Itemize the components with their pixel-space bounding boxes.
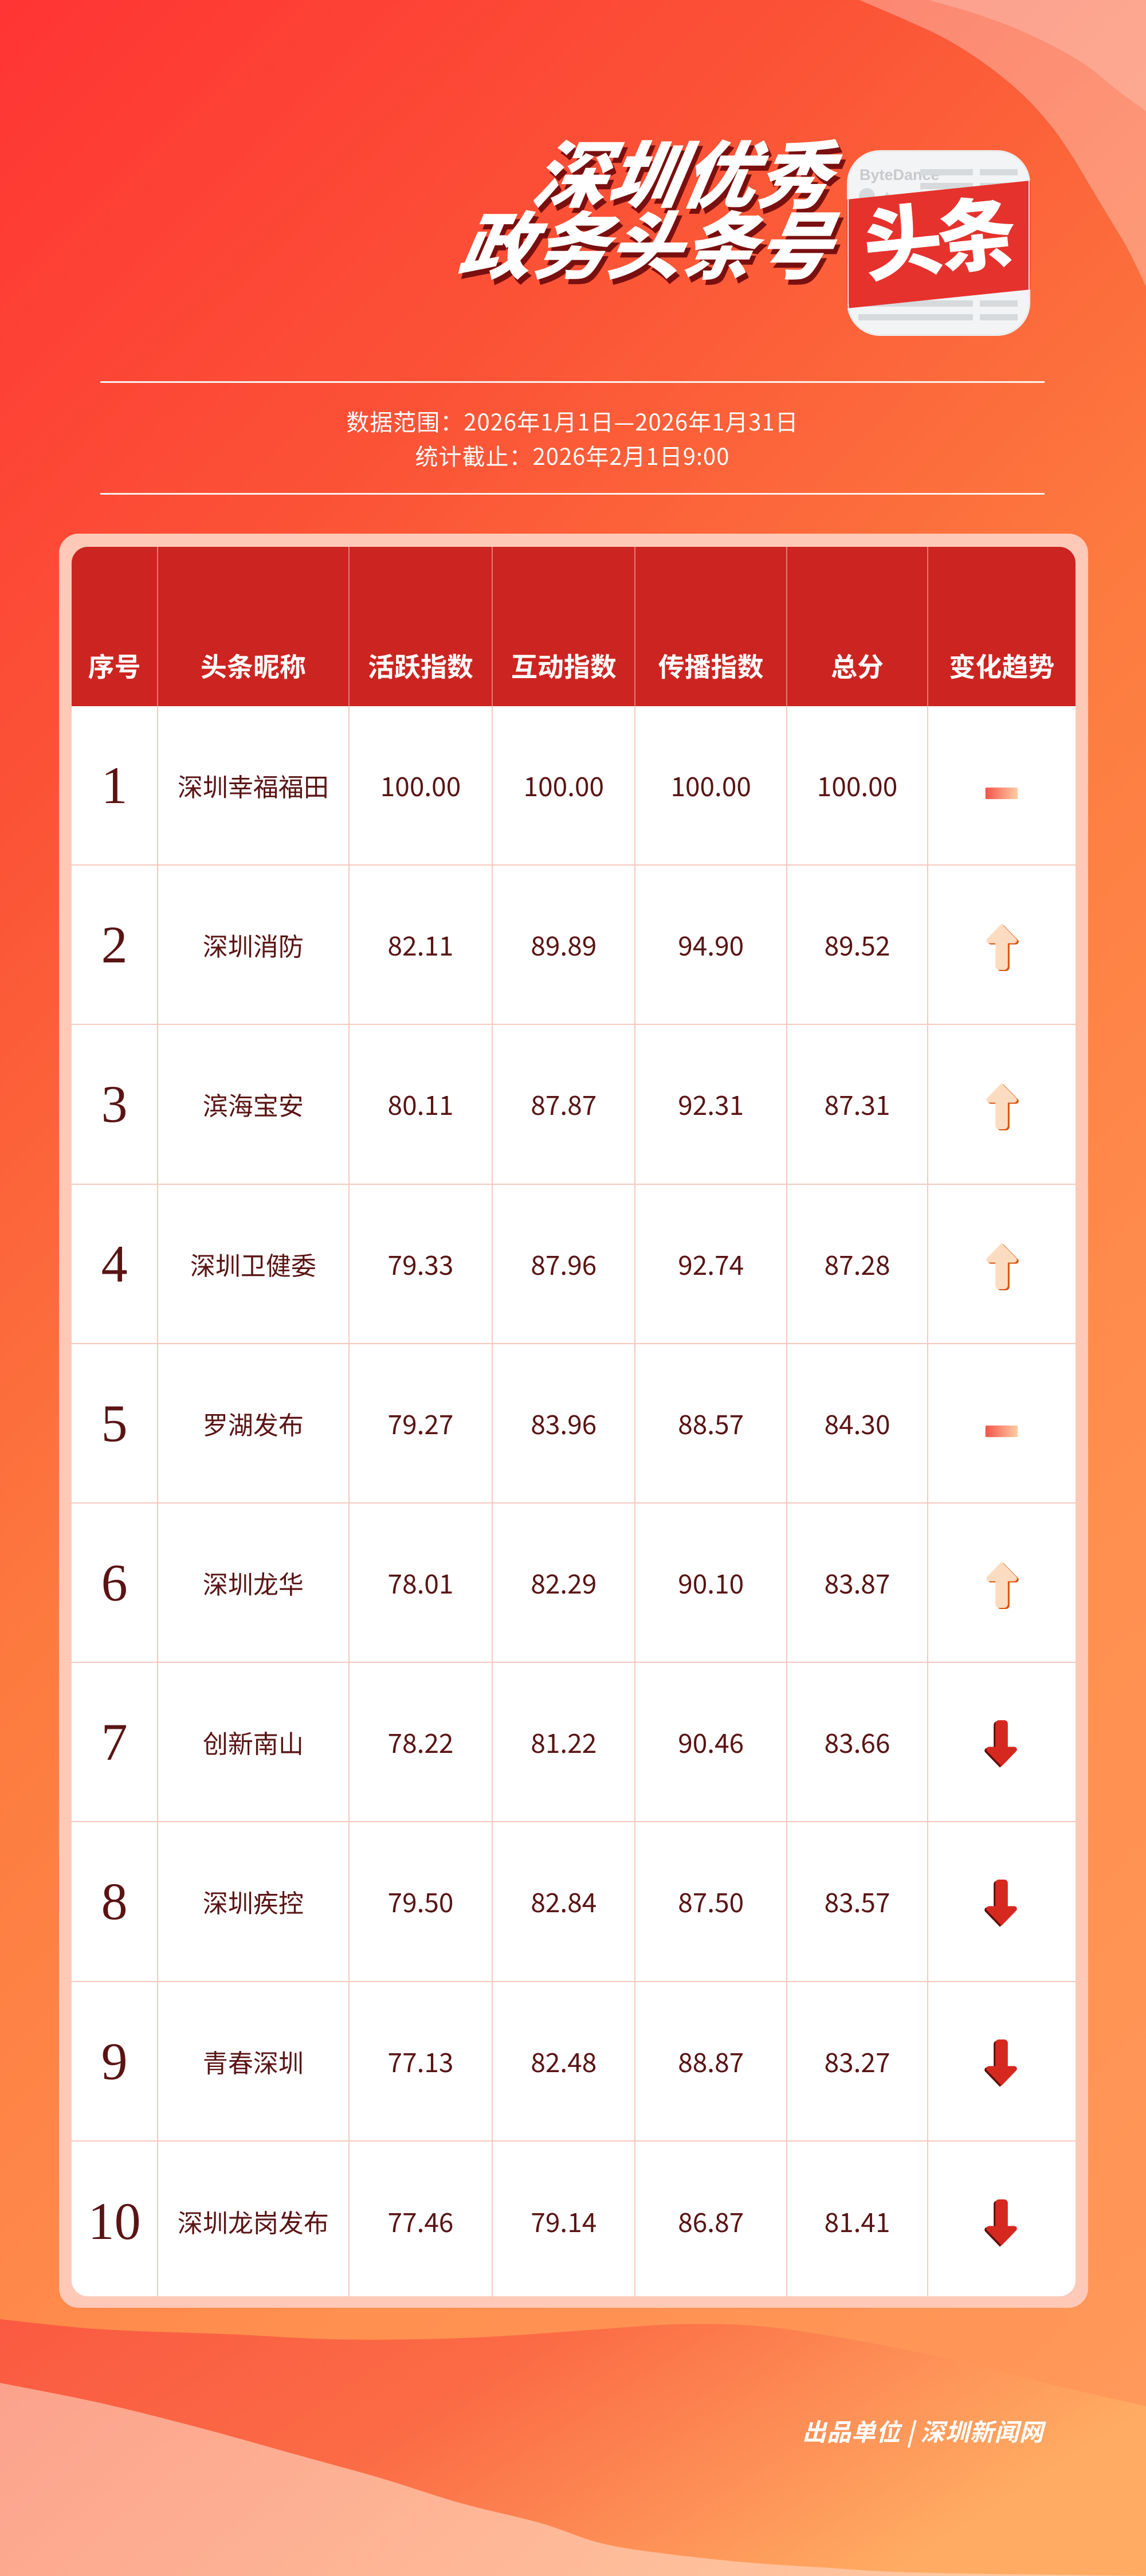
svg-text:头条: 头条 — [857, 169, 1020, 298]
